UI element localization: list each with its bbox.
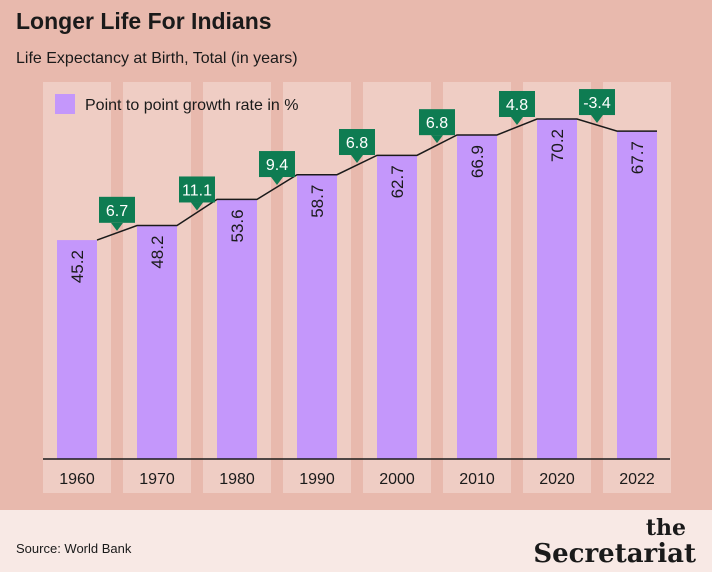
footer: Source: World Bank the Secretariat [0, 510, 712, 572]
x-tick-label: 1970 [139, 471, 175, 488]
chart-title: Longer Life For Indians [16, 8, 272, 34]
bar-value-label: 58.7 [308, 185, 327, 218]
growth-rate-label: 4.8 [506, 97, 528, 114]
callout-pointer [511, 116, 523, 125]
bar-chart: 45.2 48.2 53.6 58.7 62.7 66.9 70.2 67.7 6.7 11.1… [43, 82, 671, 493]
x-tick-label: 2020 [539, 471, 575, 488]
callout-pointer [351, 155, 363, 164]
x-tick-label: 2010 [459, 471, 495, 488]
x-tick-label: 2000 [379, 471, 415, 488]
growth-rate-callout [99, 196, 135, 223]
bar [377, 155, 417, 460]
bar-value-label: 45.2 [68, 250, 87, 283]
callout-pointer [271, 177, 283, 186]
bar [537, 119, 577, 459]
bar-value-label: 66.9 [468, 145, 487, 178]
bar [57, 240, 97, 459]
bar-value-label: 48.2 [148, 236, 167, 269]
x-tick-label: 1980 [219, 471, 255, 488]
growth-rate-callout [259, 151, 295, 178]
growth-rate-callout [419, 109, 455, 136]
bar [137, 225, 177, 459]
bar [297, 174, 337, 459]
brand-the: the [645, 515, 686, 541]
growth-rate-callout [339, 129, 375, 156]
chart-subtitle: Life Expectancy at Birth, Total (in year… [16, 50, 298, 67]
x-tick-label: 2022 [619, 471, 655, 488]
callout-pointer [431, 135, 443, 144]
growth-rate-callout [579, 89, 615, 116]
bar [617, 131, 657, 459]
growth-rate-label: 9.4 [266, 157, 288, 174]
legend-label: Point to point growth rate in % [85, 97, 298, 114]
x-tick-label: 1960 [59, 471, 95, 488]
source-note: Source: World Bank [16, 541, 132, 556]
trend-line [96, 118, 657, 241]
bar [217, 199, 257, 459]
growth-rate-label: 6.8 [426, 115, 448, 132]
growth-rate-callout [499, 90, 535, 117]
bar-value-label: 53.6 [228, 209, 247, 242]
brand-logo: the Secretariat [496, 516, 696, 568]
bar-value-label: 70.2 [548, 129, 567, 162]
growth-rate-label: 6.8 [346, 135, 368, 152]
bar-value-label: 62.7 [388, 165, 407, 198]
callout-pointer [591, 115, 603, 124]
x-tick-label: 1990 [299, 471, 335, 488]
bar-value-label: 67.7 [628, 141, 647, 174]
brand-name: Secretariat [533, 539, 696, 569]
callout-pointer [191, 202, 203, 211]
legend-swatch [55, 94, 75, 114]
growth-rate-label: -3.4 [583, 95, 611, 112]
growth-rate-callout [179, 176, 215, 203]
growth-rate-label: 11.1 [182, 182, 212, 199]
growth-rate-label: 6.7 [106, 203, 128, 220]
bar [457, 134, 497, 459]
callout-pointer [111, 222, 123, 231]
